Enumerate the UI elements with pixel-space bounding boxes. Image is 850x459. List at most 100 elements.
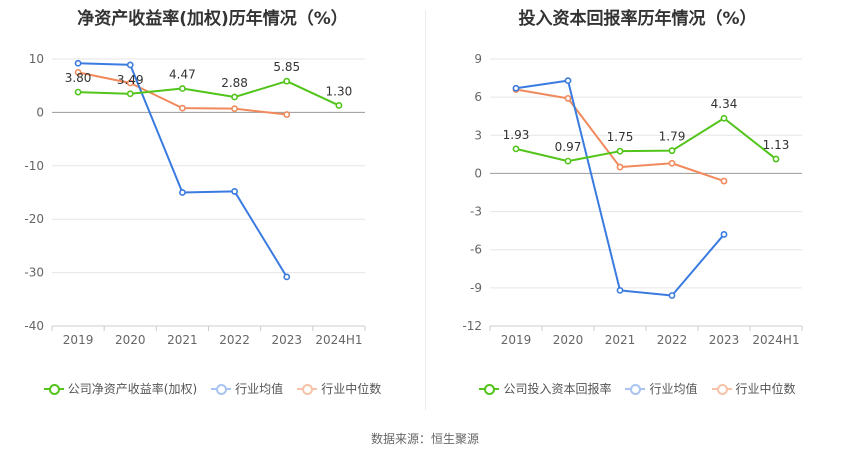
panel-divider	[425, 10, 426, 410]
data-label: 1.30	[326, 84, 353, 98]
x-tick-label: 2023	[271, 333, 302, 347]
company-series	[512, 114, 780, 165]
x-tick-label: 2024H1	[752, 333, 799, 347]
roic-chart-panel: 投入资本回报率历年情况（%） 9 6 3 0 -3 -6 -9 -12 2019 2020 2021…	[425, 0, 850, 420]
legend-line-marker-icon	[625, 383, 646, 395]
data-point	[74, 68, 82, 76]
data-point	[126, 61, 134, 69]
legend-line-marker-icon	[479, 383, 500, 395]
roe-chart-panel: 净资产收益率(加权)历年情况（%） 10 0 -10 -20 -30 -40 2019 202…	[0, 0, 425, 420]
data-point	[179, 85, 186, 92]
data-point	[126, 79, 134, 87]
data-point	[231, 188, 238, 195]
y-tick-label: 6	[474, 90, 482, 104]
legend-label: 行业均值	[235, 382, 284, 396]
data-point	[126, 90, 134, 98]
data-label: 5.85	[273, 60, 300, 74]
data-label: 1.79	[659, 130, 686, 144]
data-point	[772, 155, 780, 163]
data-point	[564, 95, 572, 102]
data-label: 1.13	[763, 138, 790, 152]
y-tick-label: 9	[474, 52, 482, 66]
y-tick-label: 10	[29, 52, 44, 66]
y-tick-label: 0	[36, 105, 44, 119]
legend-label: 行业中位数	[735, 382, 796, 396]
y-tick-label: -30	[24, 266, 44, 280]
x-tick-label: 2019	[501, 333, 532, 347]
data-point	[668, 147, 676, 155]
legend-item-company[interactable]: 公司净资产收益率(加权)	[43, 380, 198, 397]
y-tick-label: 0	[474, 166, 482, 180]
data-point	[283, 111, 291, 118]
data-label: 3.80	[65, 71, 92, 85]
y-tick-label: -10	[24, 159, 44, 173]
industry-avg-series	[512, 77, 728, 299]
x-tick-label: 2020	[115, 333, 146, 347]
x-tick-label: 2022	[219, 333, 250, 347]
x-tick-label: 2021	[605, 333, 636, 347]
x-tick-label: 2019	[63, 333, 94, 347]
industry-median-series	[74, 68, 291, 118]
data-point	[720, 231, 728, 238]
x-tick-label: 2023	[709, 333, 740, 347]
data-point	[512, 145, 520, 153]
data-point	[616, 286, 624, 294]
chart-title: 净资产收益率(加权)历年情况（%）	[77, 9, 348, 29]
data-point	[616, 147, 624, 155]
y-tick-label: -12	[462, 319, 482, 333]
x-tick-label: 2021	[167, 333, 198, 347]
data-point	[74, 59, 82, 67]
data-point	[74, 88, 82, 96]
series-line	[515, 79, 725, 297]
roe-chart: 10 0 -10 -20 -30 -40 2019 2020 2021 2022 2023 2024H…	[24, 52, 366, 347]
data-label: 4.34	[711, 97, 738, 111]
legend-label: 公司投入资本回报率	[503, 382, 612, 396]
series-line	[78, 62, 288, 278]
company-series	[74, 77, 343, 109]
y-tick-label: -6	[470, 243, 482, 257]
data-point	[179, 104, 186, 112]
data-point	[283, 273, 291, 281]
data-point	[564, 157, 572, 165]
legend: 公司投入资本回报率 行业均值 行业中位数	[425, 380, 850, 397]
legend-item-industry-avg[interactable]: 行业均值	[211, 380, 283, 397]
legend-item-company[interactable]: 公司投入资本回报率	[479, 380, 611, 397]
x-tick-label: 2020	[553, 333, 584, 347]
legend-item-industry-avg[interactable]: 行业均值	[625, 380, 698, 397]
legend-line-marker-icon	[211, 383, 232, 395]
data-label: 1.75	[607, 130, 634, 144]
y-tick-label: -40	[24, 319, 44, 333]
legend-label: 公司净资产收益率(加权)	[67, 382, 198, 396]
legend: 公司净资产收益率(加权) 行业均值 行业中位数	[0, 380, 425, 397]
x-tick-label: 2022	[657, 333, 688, 347]
roic-chart: 9 6 3 0 -3 -6 -9 -12 2019 2020 2021 2022 2023 2024H1 1…	[462, 52, 803, 347]
legend-item-industry-median[interactable]: 行业中位数	[711, 380, 796, 397]
industry-avg-series	[74, 59, 291, 281]
data-point	[668, 292, 676, 299]
legend-line-marker-icon	[43, 383, 64, 395]
data-label: 2.88	[221, 76, 248, 90]
y-tick-label: -3	[470, 205, 482, 219]
y-tick-label: -20	[24, 212, 44, 226]
legend-line-marker-icon	[297, 383, 318, 395]
legend-line-marker-icon	[711, 383, 732, 395]
data-point	[283, 77, 291, 85]
y-tick-label: -9	[470, 281, 482, 295]
legend-label: 行业中位数	[321, 382, 382, 396]
data-point	[564, 77, 572, 85]
data-label: 4.47	[169, 68, 196, 82]
data-point	[720, 114, 728, 122]
data-point	[231, 105, 238, 113]
legend-item-industry-median[interactable]: 行业中位数	[297, 380, 381, 397]
data-point	[512, 84, 520, 92]
chart-title: 投入资本回报率历年情况（%）	[518, 9, 757, 29]
data-point	[179, 189, 186, 196]
data-point	[668, 159, 676, 167]
series-line	[78, 80, 340, 107]
data-point	[231, 93, 238, 101]
data-label: 0.97	[555, 140, 582, 154]
series-line	[515, 117, 777, 163]
data-label: 3.49	[117, 73, 144, 87]
y-tick-label: 3	[474, 128, 482, 142]
data-source-note: 数据来源：恒生聚源	[370, 432, 479, 446]
